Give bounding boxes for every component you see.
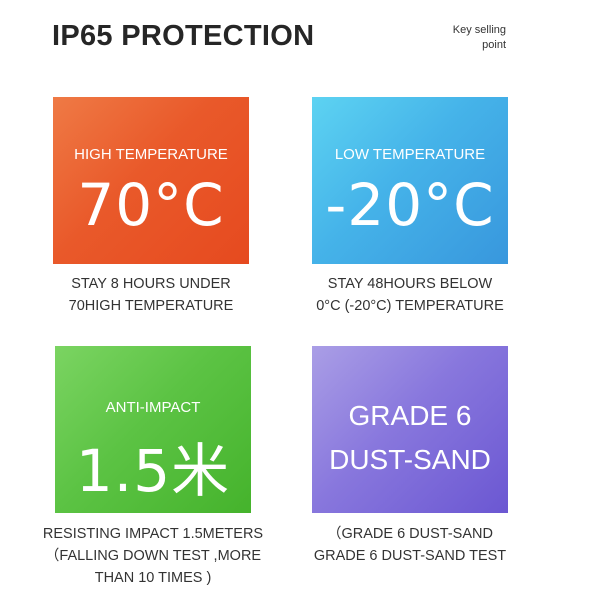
card-label: ANTI-IMPACT (105, 399, 201, 416)
high-temperature-caption: STAY 8 HOURS UNDER 70HIGH TEMPERATURE (21, 273, 281, 317)
caption-line: 70HIGH TEMPERATURE (68, 298, 234, 314)
card-value: 1.5米 (75, 437, 231, 505)
caption-line: THAN 10 TIMES ) (94, 570, 212, 586)
high-temperature-card: HIGH TEMPERATURE 70°C (53, 97, 249, 264)
low-temperature-card: LOW TEMPERATURE -20°C (312, 97, 508, 264)
card-value: GRADE 6 DUST-SAND (312, 394, 508, 482)
card-label: LOW TEMPERATURE (334, 146, 486, 163)
tag-line: Key selling (452, 24, 506, 36)
card-label: HIGH TEMPERATURE (74, 146, 228, 163)
caption-line: RESISTING IMPACT 1.5METERS (42, 526, 264, 542)
caption-line: GRADE 6 DUST-SAND TEST (313, 548, 507, 564)
caption-line: （GRADE 6 DUST-SAND (327, 526, 493, 542)
caption-line: STAY 8 HOURS UNDER (71, 276, 231, 292)
key-selling-point-tag: Key selling point (453, 23, 506, 53)
dust-sand-card: GRADE 6 DUST-SAND (312, 346, 508, 513)
dust-sand-caption: （GRADE 6 DUST-SAND GRADE 6 DUST-SAND TES… (280, 523, 540, 567)
card-value-line: DUST-SAND (329, 444, 491, 475)
low-temperature-caption: STAY 48HOURS BELOW 0°C (-20°C) TEMPERATU… (280, 273, 540, 317)
card-value-line: GRADE 6 (348, 400, 472, 431)
anti-impact-caption: RESISTING IMPACT 1.5METERS （FALLING DOWN… (23, 523, 283, 589)
caption-line: （FALLING DOWN TEST ,MORE (44, 548, 262, 564)
card-value: 70°C (77, 171, 225, 239)
anti-impact-card: ANTI-IMPACT 1.5米 (55, 346, 251, 513)
tag-line: point (482, 39, 506, 51)
page-title: IP65 PROTECTION (52, 20, 315, 52)
card-value: -20°C (325, 171, 495, 239)
caption-line: 0°C (-20°C) TEMPERATURE (316, 298, 504, 314)
caption-line: STAY 48HOURS BELOW (327, 276, 493, 292)
